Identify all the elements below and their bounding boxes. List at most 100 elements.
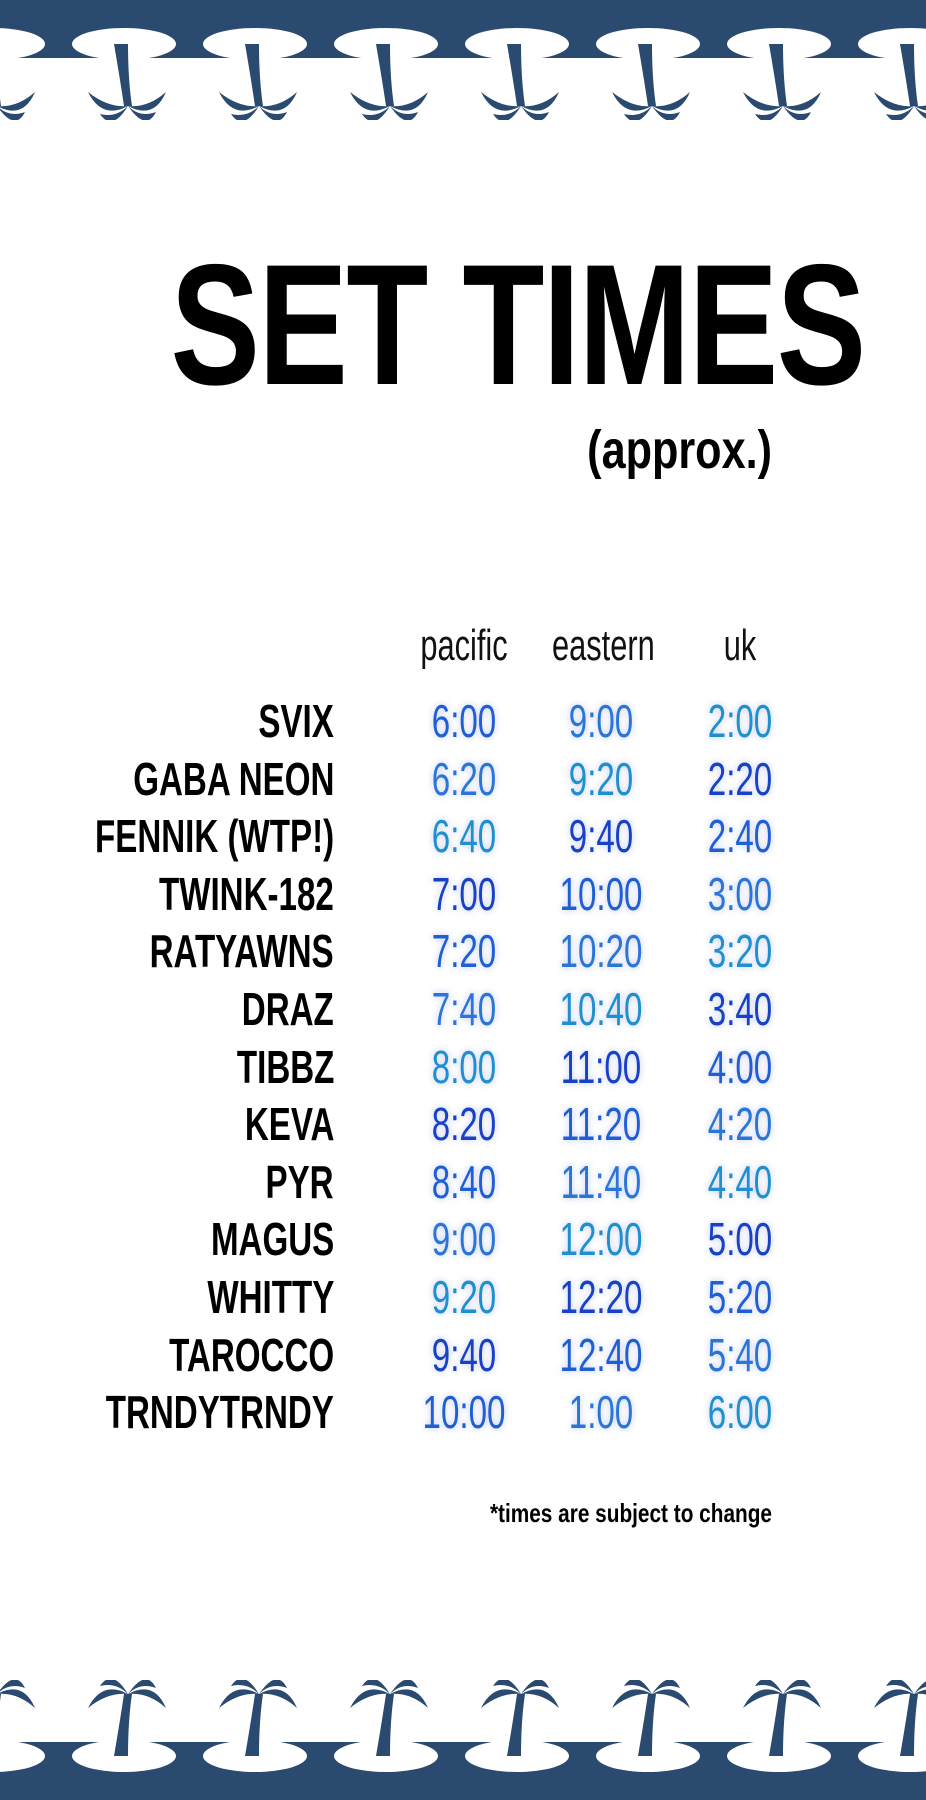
- time-uk: 2:20: [707, 752, 773, 805]
- time-eastern: 1:00: [568, 1386, 634, 1439]
- time-uk: 2:00: [707, 695, 773, 747]
- time-pacific: 6:40: [431, 810, 497, 863]
- palm-frond: [259, 1689, 297, 1708]
- time-uk: 5:40: [707, 1328, 773, 1381]
- time-eastern: 9:00: [568, 695, 634, 747]
- palm-tree-island-icon: [596, 28, 700, 120]
- time-eastern: 12:00: [559, 1213, 643, 1266]
- time-eastern: 9:20: [568, 752, 634, 805]
- bottom-island-border: [0, 1680, 926, 1800]
- palm-frond: [521, 1689, 559, 1708]
- palm-frond: [128, 92, 166, 111]
- palm-frond: [259, 1680, 287, 1694]
- table-row: WHITTY 9:20 12:20 5:20: [0, 1268, 926, 1326]
- palm-frond: [0, 1689, 35, 1708]
- table-row: FENNIK (WTP!) 6:40 9:40 2:40: [0, 807, 926, 865]
- palm-frond: [783, 1680, 811, 1694]
- palm-frond: [914, 1689, 926, 1695]
- artist-name: WHITTY: [207, 1271, 334, 1323]
- palm-frond: [493, 1680, 521, 1694]
- time-eastern: 11:00: [560, 1040, 642, 1093]
- palm-tree-island-icon: [203, 28, 307, 120]
- palm-tree-island-icon: [334, 28, 438, 120]
- time-eastern: 10:20: [559, 925, 643, 978]
- palm-frond: [521, 1680, 549, 1694]
- palm-tree-island-icon: [858, 1680, 926, 1772]
- time-eastern: 10:40: [559, 983, 643, 1035]
- column-header-eastern: eastern: [552, 621, 655, 670]
- palm-frond: [259, 92, 297, 111]
- time-pacific: 8:40: [431, 1155, 497, 1208]
- time-uk: 2:40: [707, 810, 773, 863]
- time-pacific: 8:20: [431, 1098, 497, 1151]
- palm-frond: [886, 1680, 914, 1694]
- artist-name: KEVA: [244, 1098, 334, 1151]
- palm-frond: [390, 1689, 428, 1708]
- palm-frond: [783, 106, 811, 120]
- palm-tree-island-icon: [72, 1680, 176, 1772]
- time-uk: 5:20: [707, 1271, 773, 1323]
- time-pacific: 7:40: [431, 983, 497, 1035]
- artist-name: MAGUS: [210, 1213, 334, 1266]
- table-row: MAGUS 9:00 12:00 5:00: [0, 1210, 926, 1268]
- time-uk: 3:40: [707, 983, 773, 1035]
- palm-frond: [481, 92, 521, 111]
- palm-frond: [652, 92, 690, 111]
- palm-frond: [755, 106, 783, 120]
- palm-frond: [493, 106, 521, 120]
- time-uk: 4:40: [707, 1155, 773, 1208]
- palm-tree-island-icon: [203, 1680, 307, 1772]
- palm-tree-island-icon: [858, 28, 926, 120]
- palm-frond: [231, 1680, 259, 1694]
- time-eastern: 11:20: [560, 1098, 642, 1151]
- palm-frond: [128, 106, 156, 120]
- palm-tree-island-icon: [0, 1680, 45, 1772]
- palm-frond: [783, 92, 821, 111]
- artist-name: TIBBZ: [236, 1040, 334, 1093]
- palm-frond: [914, 106, 926, 119]
- time-pacific: 6:00: [431, 695, 497, 747]
- time-pacific: 10:00: [422, 1386, 506, 1439]
- top-border: [0, 0, 926, 120]
- time-pacific: 9:00: [431, 1213, 497, 1266]
- palm-frond: [521, 92, 559, 111]
- palm-frond: [219, 1689, 259, 1708]
- table-row: PYR 8:40 11:40 4:40: [0, 1153, 926, 1211]
- time-uk: 4:00: [707, 1040, 773, 1093]
- artist-name: TAROCCO: [169, 1328, 334, 1381]
- palm-tree-island-icon: [465, 28, 569, 120]
- palm-frond: [624, 106, 652, 120]
- palm-tree-island-icon: [0, 28, 45, 120]
- palm-frond: [521, 106, 549, 120]
- time-eastern: 10:00: [559, 867, 643, 920]
- artist-name: SVIX: [258, 695, 334, 747]
- palm-frond: [755, 1680, 783, 1694]
- table-row: RATYAWNS 7:20 10:20 3:20: [0, 922, 926, 980]
- table-row: DRAZ 7:40 10:40 3:40: [0, 980, 926, 1038]
- palm-frond: [652, 1680, 680, 1694]
- palm-frond: [743, 1689, 783, 1708]
- palm-frond: [390, 92, 428, 111]
- palm-frond: [0, 108, 25, 120]
- palm-frond: [652, 106, 680, 120]
- palm-tree-island-icon: [465, 1680, 569, 1772]
- time-pacific: 8:00: [431, 1040, 497, 1093]
- column-header-uk: uk: [723, 621, 757, 670]
- page-title: SET TIMES: [170, 229, 867, 421]
- palm-frond: [128, 1680, 156, 1694]
- time-pacific: 9:20: [431, 1271, 497, 1323]
- time-eastern: 12:20: [559, 1271, 643, 1323]
- time-eastern: 12:40: [559, 1328, 643, 1381]
- time-pacific: 7:00: [431, 867, 497, 920]
- table-row: GABA NEON 6:20 9:20 2:20: [0, 750, 926, 808]
- time-uk: 4:20: [707, 1098, 773, 1151]
- artist-name: FENNIK (WTP!): [94, 810, 334, 863]
- palm-frond: [219, 92, 259, 111]
- palm-frond: [624, 1680, 652, 1694]
- artist-name: DRAZ: [242, 983, 334, 1035]
- palm-frond: [743, 92, 783, 111]
- palm-frond: [88, 1689, 128, 1708]
- palm-frond: [914, 105, 926, 111]
- artist-name: TWINK-182: [159, 867, 334, 920]
- table-row: TRNDYTRNDY 10:00 1:00 6:00: [0, 1383, 926, 1441]
